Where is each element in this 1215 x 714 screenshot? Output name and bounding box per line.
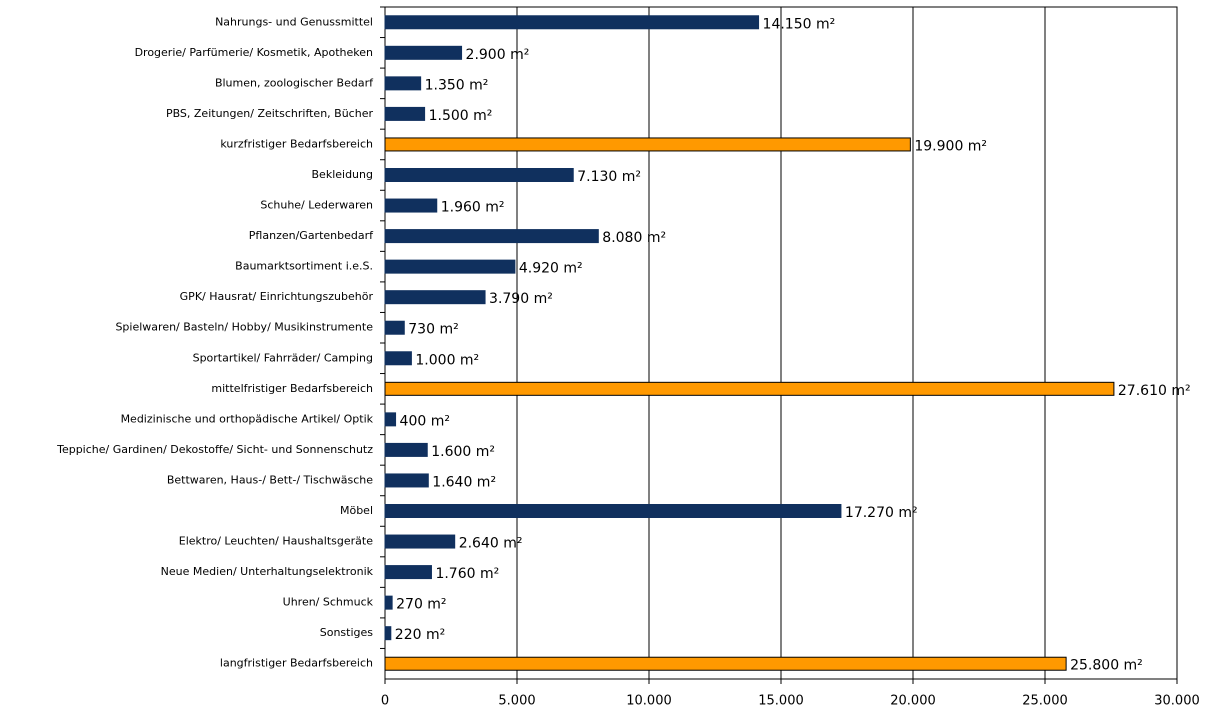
bar: [384, 442, 428, 457]
bar: [384, 106, 426, 121]
bar: [384, 198, 438, 213]
bar: [384, 259, 516, 274]
y-tick-label: Uhren/ Schmuck: [283, 596, 374, 609]
bar: [384, 229, 599, 244]
bar: [384, 656, 1067, 671]
x-tick-label: 15.000: [758, 694, 804, 709]
value-label: 1.640 m²: [432, 474, 496, 490]
x-tick-label: 30.000: [1154, 694, 1200, 709]
y-tick-label: Schuhe/ Lederwaren: [260, 199, 373, 212]
value-label: 8.080 m²: [602, 230, 666, 246]
y-tick-label: mittelfristiger Bedarfsbereich: [211, 382, 373, 395]
y-tick-label: Bekleidung: [312, 168, 373, 181]
bar: [384, 168, 574, 182]
x-tick-label: 5.000: [498, 694, 535, 709]
bar: [384, 534, 456, 549]
y-tick-label: Nahrungs- und Genussmittel: [215, 15, 373, 28]
value-label: 3.790 m²: [489, 291, 553, 307]
x-tick-label: 0: [381, 694, 389, 709]
x-tick-label: 25.000: [1022, 694, 1068, 709]
value-label: 19.900 m²: [914, 138, 987, 154]
bar: [384, 45, 463, 60]
y-tick-label: Drogerie/ Parfümerie/ Kosmetik, Apotheke…: [135, 46, 373, 59]
value-label: 1.960 m²: [441, 200, 505, 216]
bar: [384, 320, 405, 335]
y-tick-label: kurzfristiger Bedarfsbereich: [220, 137, 373, 150]
y-tick-label: Baumarktsortiment i.e.S.: [235, 260, 373, 273]
value-label: 1.350 m²: [425, 77, 489, 93]
bar: [384, 15, 760, 30]
y-tick-label: Spielwaren/ Basteln/ Hobby/ Musikinstrum…: [115, 321, 373, 334]
value-label: 400 m²: [400, 413, 450, 429]
y-tick-label: Elektro/ Leuchten/ Haushaltsgeräte: [179, 535, 373, 548]
value-label: 730 m²: [408, 322, 458, 338]
value-label: 1.000 m²: [415, 352, 479, 368]
bar: [384, 381, 1115, 396]
value-label: 2.640 m²: [459, 536, 523, 552]
bar: [384, 473, 429, 488]
y-tick-label: Pflanzen/Gartenbedarf: [249, 229, 374, 242]
y-tick-label: Neue Medien/ Unterhaltungselektronik: [161, 565, 374, 578]
value-label: 14.150 m²: [763, 16, 836, 32]
value-label: 1.760 m²: [435, 566, 499, 582]
y-tick-label: Teppiche/ Gardinen/ Dekostoffe/ Sicht- u…: [56, 443, 373, 456]
y-tick-label: Blumen, zoologischer Bedarf: [215, 76, 374, 89]
bar: [384, 76, 422, 91]
bar: [384, 290, 486, 305]
y-tick-label: Sportartikel/ Fahrräder/ Camping: [193, 351, 373, 364]
bar: [384, 595, 393, 610]
bar: [384, 504, 842, 518]
x-tick-label: 10.000: [626, 694, 672, 709]
value-label: 17.270 m²: [845, 505, 918, 521]
value-label: 220 m²: [395, 627, 445, 643]
y-tick-label: Bettwaren, Haus-/ Bett-/ Tischwäsche: [167, 473, 373, 486]
value-label: 25.800 m²: [1070, 658, 1143, 674]
value-label: 27.610 m²: [1118, 383, 1191, 399]
y-tick-label: langfristiger Bedarfsbereich: [220, 657, 373, 670]
value-label: 7.130 m²: [577, 169, 641, 185]
bar: [384, 137, 911, 152]
bar: [384, 565, 432, 580]
value-label: 1.500 m²: [429, 108, 493, 124]
bar: [384, 626, 392, 641]
value-label: 270 m²: [396, 597, 446, 613]
x-tick-label: 20.000: [890, 694, 936, 709]
y-tick-label: PBS, Zeitungen/ Zeitschriften, Bücher: [166, 107, 374, 120]
y-tick-label: Medizinische und orthopädische Artikel/ …: [121, 412, 374, 425]
bar: [384, 351, 412, 366]
y-tick-label: GPK/ Hausrat/ Einrichtungszubehör: [180, 290, 374, 303]
value-label: 2.900 m²: [466, 47, 530, 63]
value-label: 4.920 m²: [519, 261, 583, 277]
bar: [384, 412, 397, 427]
value-label: 1.600 m²: [431, 444, 495, 460]
y-tick-label: Möbel: [340, 504, 373, 517]
y-tick-label: Sonstiges: [320, 626, 374, 639]
